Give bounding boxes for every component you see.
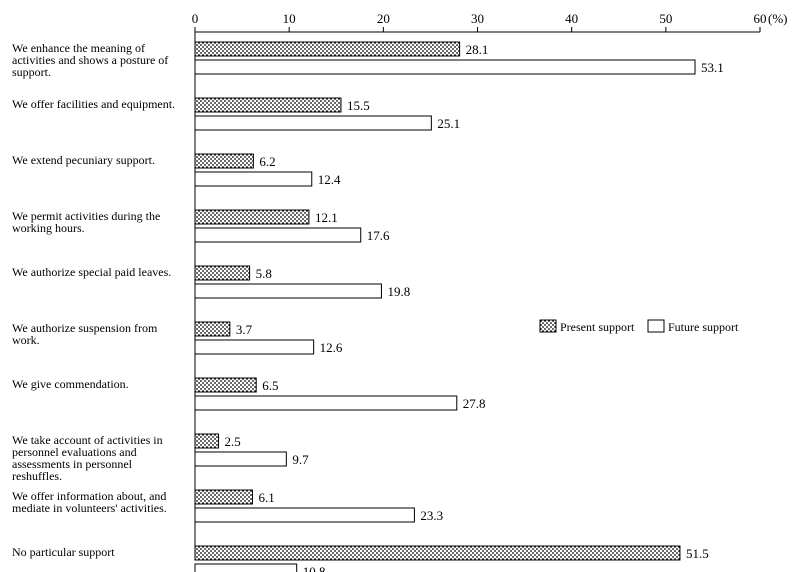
value-label-future: 25.1 <box>437 116 460 131</box>
x-tick-label: 0 <box>192 11 199 26</box>
category-label: No particular support <box>12 545 115 559</box>
bar-present <box>195 546 680 560</box>
value-label-present: 5.8 <box>256 266 272 281</box>
bar-future <box>195 396 457 410</box>
x-tick-label: 50 <box>659 11 672 26</box>
bar-present <box>195 266 250 280</box>
bar-present <box>195 378 256 392</box>
bar-future <box>195 452 286 466</box>
value-label-future: 12.4 <box>318 172 341 187</box>
value-label-present: 28.1 <box>466 42 489 57</box>
chart-svg: 0 10 20 30 40 50 60(%) 28.1 53.1 15.5 25.1 6.2 12.4… <box>0 0 812 572</box>
bar-future <box>195 116 431 130</box>
value-label-present: 6.5 <box>262 378 278 393</box>
value-label-future: 9.7 <box>292 452 309 467</box>
value-label-future: 19.8 <box>387 284 410 299</box>
bar-present <box>195 490 252 504</box>
value-label-future: 53.1 <box>701 60 724 75</box>
bar-future <box>195 340 314 354</box>
category-label: We offer information about, andmediate i… <box>12 489 167 515</box>
legend-swatch-future <box>648 320 664 332</box>
bar-future <box>195 172 312 186</box>
value-label-present: 51.5 <box>686 546 709 561</box>
x-tick-label: 20 <box>377 11 390 26</box>
x-tick-label: 60 <box>754 11 767 26</box>
bar-present <box>195 434 219 448</box>
bar-future <box>195 564 297 572</box>
category-label: We authorize special paid leaves. <box>12 265 171 279</box>
category-label: We offer facilities and equipment. <box>12 97 175 111</box>
value-label-present: 12.1 <box>315 210 338 225</box>
x-tick-label: 30 <box>471 11 484 26</box>
category-label: We take account of activities inpersonne… <box>12 433 163 483</box>
bar-present <box>195 42 460 56</box>
value-label-future: 23.3 <box>420 508 443 523</box>
bars-group: 28.1 53.1 15.5 25.1 6.2 12.4 12.1 17.6 5.8 19.8 3.… <box>195 42 724 572</box>
value-label-present: 2.5 <box>225 434 241 449</box>
x-tick-label: 10 <box>283 11 296 26</box>
value-label-present: 15.5 <box>347 98 370 113</box>
value-label-future: 27.8 <box>463 396 486 411</box>
bar-future <box>195 228 361 242</box>
category-label: We permit activities during theworking h… <box>12 209 160 235</box>
bar-future <box>195 508 414 522</box>
legend-swatch-present <box>540 320 556 332</box>
value-label-future: 10.8 <box>303 564 326 572</box>
bar-present <box>195 98 341 112</box>
bar-present <box>195 154 253 168</box>
category-label: We give commendation. <box>12 377 129 391</box>
category-labels: We enhance the meaning ofactivities and … <box>12 41 175 559</box>
bar-present <box>195 210 309 224</box>
value-label-present: 6.1 <box>258 490 274 505</box>
bar-future <box>195 284 381 298</box>
x-unit-label: (%) <box>768 11 788 26</box>
legend-label-future: Future support <box>668 320 739 334</box>
value-label-future: 17.6 <box>367 228 390 243</box>
value-label-present: 6.2 <box>259 154 275 169</box>
category-label: We enhance the meaning ofactivities and … <box>12 41 168 79</box>
support-chart: 0 10 20 30 40 50 60(%) 28.1 53.1 15.5 25.1 6.2 12.4… <box>0 0 812 572</box>
category-label: We authorize suspension fromwork. <box>12 321 158 347</box>
category-label: We extend pecuniary support. <box>12 153 155 167</box>
x-tick-label: 40 <box>565 11 578 26</box>
legend-label-present: Present support <box>560 320 635 334</box>
value-label-present: 3.7 <box>236 322 253 337</box>
bar-future <box>195 60 695 74</box>
value-label-future: 12.6 <box>320 340 343 355</box>
bar-present <box>195 322 230 336</box>
legend: Present support Future support <box>540 320 739 334</box>
